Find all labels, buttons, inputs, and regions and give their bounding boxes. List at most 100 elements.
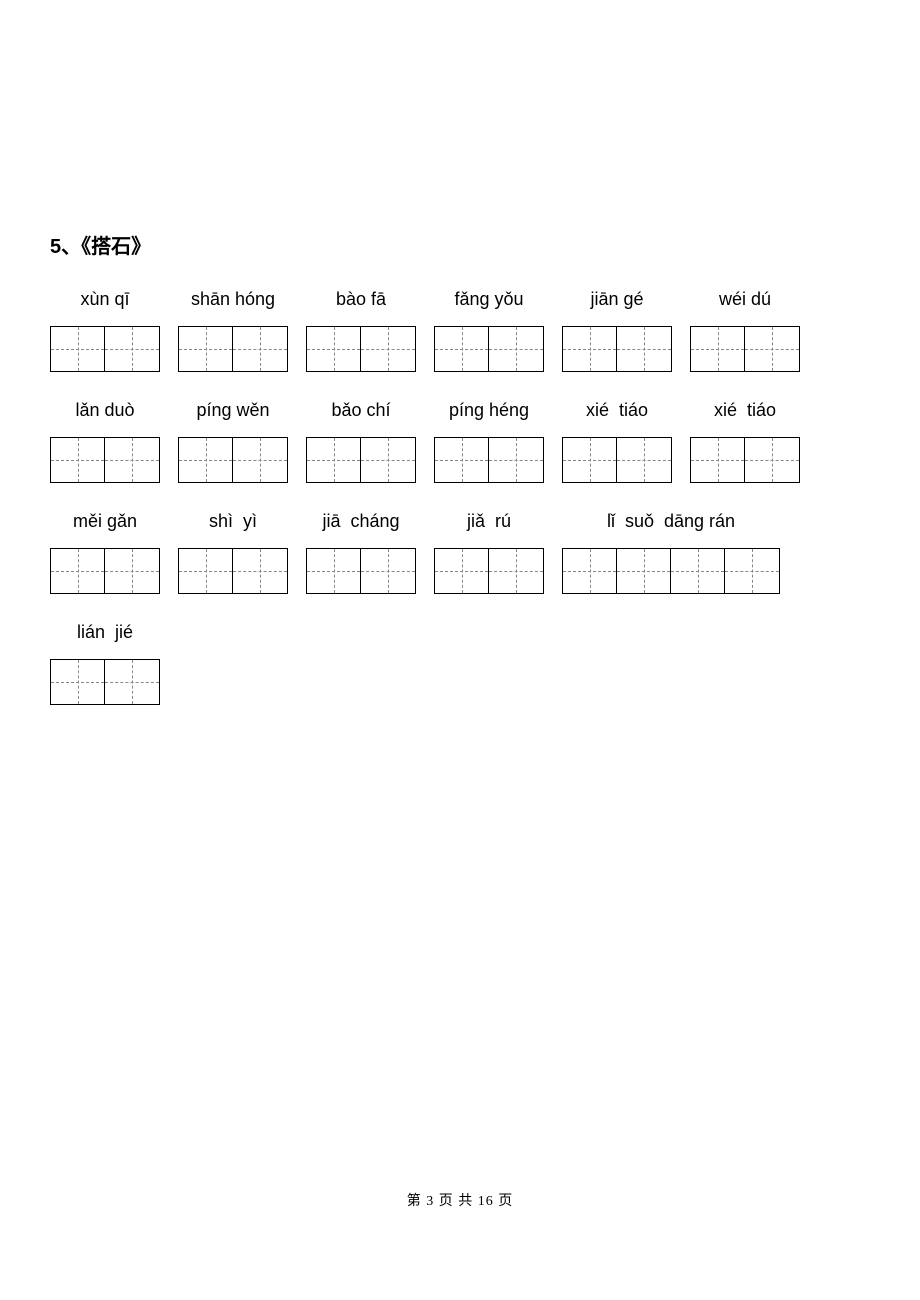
word-row: lián jié [50, 622, 870, 705]
pinyin-label: jiā cháng [322, 511, 399, 532]
pinyin-label: píng héng [449, 400, 529, 421]
pinyin-label: jiān gé [590, 289, 643, 310]
writing-grid [306, 437, 416, 483]
writing-box [179, 438, 233, 482]
writing-box [489, 438, 543, 482]
writing-box [725, 549, 779, 593]
pinyin-label: bào fā [336, 289, 386, 310]
writing-box [489, 549, 543, 593]
writing-box [307, 327, 361, 371]
word-item: lián jié [50, 622, 160, 705]
writing-grid [306, 548, 416, 594]
writing-box [105, 660, 159, 704]
writing-box [233, 438, 287, 482]
pinyin-label: lián jié [77, 622, 133, 643]
pinyin-label: píng wěn [196, 400, 269, 421]
writing-box [233, 549, 287, 593]
pinyin-label: jiǎ rú [467, 511, 511, 532]
writing-box [563, 327, 617, 371]
pinyin-label: shān hóng [191, 289, 275, 310]
writing-box [51, 660, 105, 704]
writing-box [307, 438, 361, 482]
writing-box [105, 438, 159, 482]
writing-box [51, 438, 105, 482]
writing-box [361, 549, 415, 593]
writing-box [671, 549, 725, 593]
writing-box [105, 327, 159, 371]
word-item: shì yì [178, 511, 288, 594]
writing-grid [562, 548, 780, 594]
writing-box [435, 327, 489, 371]
writing-box [179, 327, 233, 371]
writing-box [51, 549, 105, 593]
writing-grid [50, 548, 160, 594]
writing-box [745, 327, 799, 371]
writing-box [105, 549, 159, 593]
writing-grid [178, 548, 288, 594]
worksheet-page: 5、《搭石》 xùn qī shān hóng bào fā fǎng yǒu jiān… [0, 0, 920, 705]
writing-grid [50, 659, 160, 705]
pinyin-label: xùn qī [80, 289, 129, 310]
word-item: měi gǎn [50, 511, 160, 594]
writing-grid [690, 326, 800, 372]
writing-grid [50, 437, 160, 483]
pinyin-label: fǎng yǒu [454, 289, 523, 310]
pinyin-label: lǐ suǒ dāng rán [607, 511, 735, 532]
writing-grid [178, 326, 288, 372]
writing-box [233, 327, 287, 371]
pinyin-label: shì yì [209, 511, 257, 532]
word-item: wéi dú [690, 289, 800, 372]
writing-box [435, 549, 489, 593]
writing-box [489, 327, 543, 371]
writing-box [51, 327, 105, 371]
word-item: lǐ suǒ dāng rán [562, 511, 780, 594]
word-item: shān hóng [178, 289, 288, 372]
writing-grid [434, 437, 544, 483]
word-item: xié tiáo [690, 400, 800, 483]
word-item: píng wěn [178, 400, 288, 483]
section-title: 5、《搭石》 [50, 230, 870, 259]
writing-box [691, 438, 745, 482]
word-item: fǎng yǒu [434, 289, 544, 372]
writing-box [617, 438, 671, 482]
writing-box [617, 327, 671, 371]
writing-box [361, 327, 415, 371]
word-item: xié tiáo [562, 400, 672, 483]
writing-grid [178, 437, 288, 483]
word-item: bào fā [306, 289, 416, 372]
writing-grid [562, 326, 672, 372]
word-item: jiǎ rú [434, 511, 544, 594]
pinyin-label: wéi dú [719, 289, 771, 310]
word-item: jiā cháng [306, 511, 416, 594]
writing-grid [306, 326, 416, 372]
word-item: bǎo chí [306, 400, 416, 483]
word-row: lǎn duò píng wěn bǎo chí píng héng xié tiáo x… [50, 400, 870, 483]
writing-grid [434, 326, 544, 372]
pinyin-label: měi gǎn [73, 511, 137, 532]
writing-box [617, 549, 671, 593]
word-item: píng héng [434, 400, 544, 483]
writing-grid [50, 326, 160, 372]
writing-box [361, 438, 415, 482]
writing-grid [690, 437, 800, 483]
word-row: xùn qī shān hóng bào fā fǎng yǒu jiān gé wéi … [50, 289, 870, 372]
writing-box [435, 438, 489, 482]
pinyin-label: lǎn duò [75, 400, 134, 421]
word-item: jiān gé [562, 289, 672, 372]
pinyin-label: bǎo chí [331, 400, 390, 421]
page-footer: 第 3 页 共 16 页 [0, 1190, 920, 1210]
writing-box [745, 438, 799, 482]
writing-grid [434, 548, 544, 594]
writing-box [691, 327, 745, 371]
pinyin-label: xié tiáo [586, 400, 648, 421]
word-row: měi gǎn shì yì jiā cháng jiǎ rú lǐ suǒ dāng … [50, 511, 870, 594]
writing-box [179, 549, 233, 593]
writing-grid [562, 437, 672, 483]
writing-box [563, 549, 617, 593]
word-item: lǎn duò [50, 400, 160, 483]
pinyin-label: xié tiáo [714, 400, 776, 421]
writing-box [307, 549, 361, 593]
word-rows: xùn qī shān hóng bào fā fǎng yǒu jiān gé wéi … [50, 289, 870, 705]
writing-box [563, 438, 617, 482]
word-item: xùn qī [50, 289, 160, 372]
